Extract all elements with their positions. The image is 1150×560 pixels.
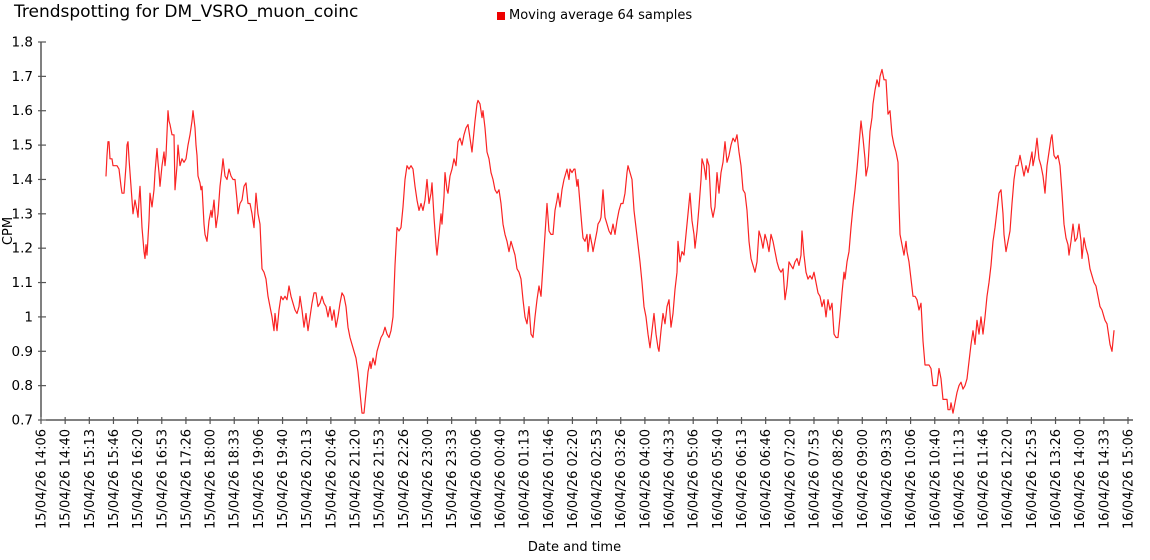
x-tick-label: 16/04/26 05:06	[687, 429, 702, 529]
x-tick-label: 16/04/26 01:13	[518, 429, 533, 529]
y-tick-label: 1.8	[12, 35, 33, 51]
y-tick-label: 0.8	[12, 378, 33, 394]
y-tick-label: 1.2	[12, 241, 33, 257]
x-tick-label: 16/04/26 14:00	[1073, 429, 1088, 529]
x-tick-label: 15/04/26 19:06	[252, 429, 267, 529]
x-tick-label: 15/04/26 15:46	[107, 429, 122, 529]
x-tick-label: 16/04/26 06:46	[759, 429, 774, 529]
x-tick-label: 16/04/26 10:06	[904, 429, 919, 529]
x-tick-label: 16/04/26 13:26	[1049, 429, 1064, 529]
y-tick-label: 0.9	[12, 344, 33, 360]
x-tick-label: 16/04/26 12:20	[1001, 429, 1016, 529]
x-tick-label: 16/04/26 06:13	[735, 429, 750, 529]
x-tick-label: 16/04/26 02:20	[566, 429, 581, 529]
x-tick-label: 15/04/26 19:40	[276, 429, 291, 529]
series-line	[105, 68, 1115, 414]
y-tick-label: 1.7	[12, 69, 33, 85]
x-tick-label: 16/04/26 07:53	[807, 429, 822, 529]
y-tick-label: 0.7	[12, 413, 33, 429]
x-tick-label: 15/04/26 14:40	[59, 429, 74, 529]
x-tick-label: 16/04/26 04:00	[638, 429, 653, 529]
x-tick-label: 15/04/26 23:00	[421, 429, 436, 529]
x-tick-label: 16/04/26 00:40	[493, 429, 508, 529]
x-tick-label: 15/04/26 18:00	[204, 429, 219, 529]
x-tick-label: 16/04/26 01:46	[542, 429, 557, 529]
x-tick-label: 16/04/26 11:46	[977, 429, 992, 529]
y-tick-label: 1.5	[12, 138, 33, 154]
legend: Moving average 64 samples	[497, 8, 692, 23]
x-axis-title: Date and time	[528, 540, 621, 555]
x-tick-label: 15/04/26 20:46	[324, 429, 339, 529]
x-tick-label: 16/04/26 07:20	[783, 429, 798, 529]
x-tick-label: 15/04/26 18:33	[228, 429, 243, 529]
x-tick-label: 15/04/26 17:26	[179, 429, 194, 529]
x-tick-label: 15/04/26 16:20	[131, 429, 146, 529]
x-tick-label: 16/04/26 15:06	[1122, 429, 1137, 529]
legend-marker-icon	[497, 11, 505, 20]
y-tick-label: 1.1	[12, 275, 33, 291]
x-tick-label: 15/04/26 16:53	[155, 429, 170, 529]
legend-label: Moving average 64 samples	[509, 8, 693, 23]
x-tick-label: 16/04/26 11:13	[952, 429, 967, 529]
x-tick-label: 15/04/26 22:26	[397, 429, 412, 529]
chart-title: Trendspotting for DM_VSRO_muon_coinc	[14, 2, 359, 22]
x-tick-label: 15/04/26 14:06	[35, 429, 50, 529]
x-tick-label: 15/04/26 21:53	[373, 429, 388, 529]
x-tick-label: 16/04/26 12:53	[1025, 429, 1040, 529]
x-tick-label: 16/04/26 04:33	[663, 429, 678, 529]
x-tick-label: 16/04/26 02:53	[590, 429, 605, 529]
y-tick-label: 1	[24, 309, 33, 325]
x-tick-label: 16/04/26 00:06	[469, 429, 484, 529]
y-tick-label: 1.6	[12, 103, 33, 119]
y-tick-label: 1.4	[12, 172, 33, 188]
x-tick-label: 15/04/26 15:13	[83, 429, 98, 529]
x-tick-label: 16/04/26 03:26	[614, 429, 629, 529]
x-tick-label: 16/04/26 09:00	[856, 429, 871, 529]
x-tick-label: 15/04/26 21:20	[349, 429, 364, 529]
y-axis-title: CPM	[1, 217, 16, 245]
x-tick-label: 16/04/26 09:33	[880, 429, 895, 529]
x-tick-label: 16/04/26 14:33	[1097, 429, 1112, 529]
y-tick-label: 1.3	[12, 206, 33, 222]
x-tick-label: 15/04/26 20:13	[300, 429, 315, 529]
x-tick-label: 16/04/26 08:26	[832, 429, 847, 529]
x-tick-label: 16/04/26 10:40	[928, 429, 943, 529]
x-tick-label: 16/04/26 05:40	[711, 429, 726, 529]
x-tick-label: 15/04/26 23:33	[445, 429, 460, 529]
